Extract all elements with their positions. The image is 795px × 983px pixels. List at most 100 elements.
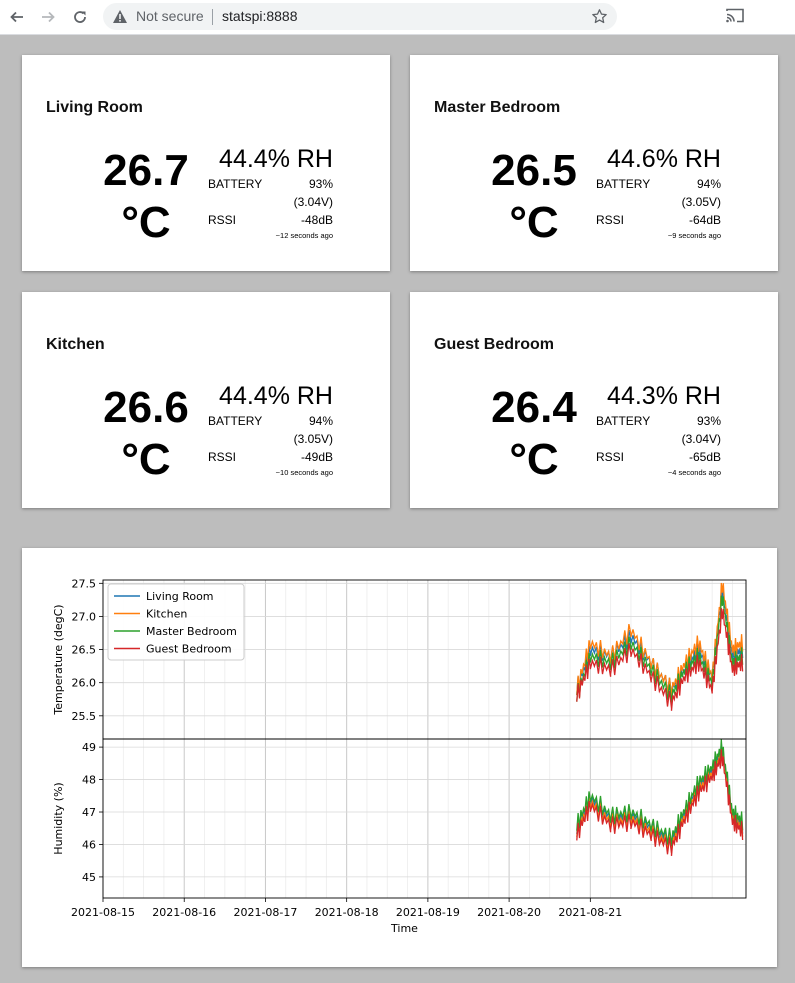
x-tick-label: 2021-08-16 [152, 906, 216, 919]
room-name: Master Bedroom [434, 99, 561, 116]
temperature-line-master-bedroom [576, 595, 744, 705]
temperature-unit: °C [509, 198, 559, 247]
y-tick-label: 49 [82, 741, 96, 754]
battery-label: BATTERY [596, 177, 651, 191]
warning-icon [113, 10, 127, 23]
rssi-value: -65dB [688, 450, 721, 464]
x-tick-label: 2021-08-15 [71, 906, 135, 919]
address-bar[interactable]: Not secure statspi:8888 [103, 3, 617, 30]
room-card-guest-bedroom: Guest Bedroom 26.4 °C 44.3% RH BATTERY 9… [410, 292, 778, 508]
y-tick-label: 27.5 [72, 577, 97, 590]
humidity-reading: 44.4% RH [219, 382, 333, 410]
cast-icon[interactable] [726, 8, 744, 23]
rssi-row: RSSI -65dB [596, 450, 721, 464]
humidity-axes-frame [102, 738, 747, 899]
y-tick-label: 48 [82, 774, 96, 787]
battery-row: BATTERY 93% [596, 414, 721, 428]
rssi-value: -64dB [688, 213, 721, 227]
legend-entry: Living Room [146, 590, 214, 603]
battery-percent: 93% [696, 414, 721, 428]
x-tick-label: 2021-08-18 [315, 906, 379, 919]
battery-percent: 94% [308, 414, 333, 428]
room-name: Guest Bedroom [434, 336, 555, 353]
room-card-kitchen: Kitchen 26.6 °C 44.4% RH BATTERY 94% (3.… [22, 292, 390, 508]
rssi-value: -48dB [300, 213, 333, 227]
rssi-label: RSSI [208, 213, 237, 227]
last-updated: ~9 seconds ago [667, 231, 721, 240]
battery-voltage: (3.04V) [681, 432, 721, 446]
y-tick-label: 25.5 [72, 710, 97, 723]
address-separator [212, 9, 213, 25]
sensor-history-chart: 2021-08-15 2021-08-16 2021-08-17 2021-08-18… [52, 577, 747, 935]
temperature-axis-label: Temperature (degC) [52, 604, 65, 715]
last-updated: ~4 seconds ago [667, 468, 721, 477]
x-tick-label: 2021-08-19 [396, 906, 460, 919]
y-tick-label: 46 [82, 838, 96, 851]
humidity-reading: 44.4% RH [219, 145, 333, 173]
room-card-master-bedroom: Master Bedroom 26.5 °C 44.6% RH BATTERY … [410, 55, 778, 271]
temperature-unit: °C [121, 435, 171, 484]
temperature-value: 26.4 [491, 383, 577, 432]
reload-button[interactable] [68, 5, 92, 29]
battery-voltage: (3.04V) [293, 195, 333, 209]
rssi-value: -49dB [300, 450, 333, 464]
rssi-row: RSSI -64dB [596, 213, 721, 227]
battery-label: BATTERY [596, 414, 651, 428]
temperature-unit: °C [121, 198, 171, 247]
last-updated: ~10 seconds ago [275, 468, 333, 477]
battery-label: BATTERY [208, 177, 263, 191]
battery-row: BATTERY 94% [596, 177, 721, 191]
x-tick-label: 2021-08-20 [477, 906, 541, 919]
y-tick-label: 26.5 [72, 644, 97, 657]
legend-entry: Master Bedroom [146, 625, 237, 638]
room-card-living-room: Living Room 26.7 °C 44.4% RH BATTERY 93%… [22, 55, 390, 271]
reload-icon [74, 11, 86, 23]
arrow-left-icon [10, 11, 23, 23]
y-tick-label: 45 [82, 871, 96, 884]
back-button[interactable] [5, 5, 29, 29]
temperature-reading: 26.5 °C [484, 145, 584, 249]
temperature-unit: °C [509, 435, 559, 484]
browser-toolbar: Not secure statspi:8888 [0, 0, 795, 35]
url-text[interactable]: statspi:8888 [222, 8, 298, 24]
forward-button[interactable] [36, 5, 60, 29]
humidity-line-master-bedroom [576, 739, 744, 847]
humidity-line-guest-bedroom [576, 749, 744, 856]
temperature-reading: 26.6 °C [96, 382, 196, 486]
humidity-axis-label: Humidity (%) [52, 782, 65, 854]
chart-legend [107, 583, 245, 661]
rssi-label: RSSI [208, 450, 237, 464]
battery-row: BATTERY 93% [208, 177, 333, 191]
security-label[interactable]: Not secure [136, 8, 204, 24]
temperature-reading: 26.4 °C [484, 382, 584, 486]
room-name: Living Room [46, 99, 143, 116]
legend-entry: Kitchen [146, 608, 187, 621]
last-updated: ~12 seconds ago [275, 231, 333, 240]
room-name: Kitchen [46, 336, 105, 353]
temperature-reading: 26.7 °C [96, 145, 196, 249]
arrow-right-icon [42, 11, 55, 23]
temperature-line-kitchen [576, 582, 744, 698]
battery-percent: 94% [696, 177, 721, 191]
y-tick-label: 26.0 [72, 677, 97, 690]
star-icon[interactable] [591, 8, 608, 25]
x-tick-label: 2021-08-17 [233, 906, 297, 919]
x-axis-label: Time [390, 922, 418, 935]
temperature-value: 26.7 [103, 146, 189, 195]
humidity-reading: 44.6% RH [607, 145, 721, 173]
battery-voltage: (3.05V) [681, 195, 721, 209]
temperature-value: 26.6 [103, 383, 189, 432]
legend-entry: Guest Bedroom [146, 643, 232, 656]
rssi-label: RSSI [596, 450, 625, 464]
battery-label: BATTERY [208, 414, 263, 428]
rssi-row: RSSI -49dB [208, 450, 333, 464]
battery-row: BATTERY 94% [208, 414, 333, 428]
rssi-label: RSSI [596, 213, 625, 227]
humidity-reading: 44.3% RH [607, 382, 721, 410]
rssi-row: RSSI -48dB [208, 213, 333, 227]
x-tick-label: 2021-08-21 [558, 906, 622, 919]
temperature-line-guest-bedroom [576, 608, 744, 711]
y-tick-label: 47 [82, 806, 96, 819]
temperature-value: 26.5 [491, 146, 577, 195]
chart-card: 2021-08-15 2021-08-16 2021-08-17 2021-08-18… [22, 548, 777, 967]
